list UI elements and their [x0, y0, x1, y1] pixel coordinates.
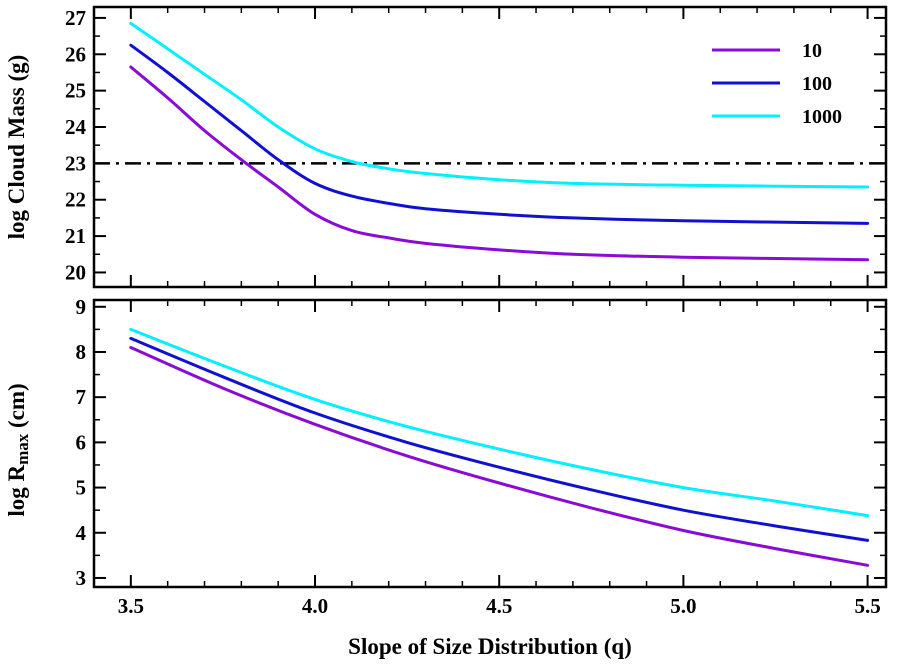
y-axis-title-rmax: log Rmax (cm) [4, 383, 32, 516]
x-tick-label: 5.5 [854, 594, 880, 618]
bottom-y-tick-label: 5 [76, 476, 87, 500]
legend-label-100: 100 [802, 73, 832, 95]
top-y-tick-label: 22 [65, 188, 86, 212]
x-tick-label: 4.0 [302, 594, 328, 618]
top-y-tick-label: 23 [65, 151, 86, 175]
plot-frame-bottom [92, 298, 888, 589]
y-axis-title-rmax-sub: max [13, 433, 32, 465]
y-axis-title-rmax-suffix: (cm) [4, 383, 29, 433]
top-y-tick-label: 24 [65, 115, 87, 139]
top-y-tick-label: 21 [65, 224, 86, 248]
bottom-y-tick-label: 7 [76, 385, 87, 409]
bottom-series-line-10 [129, 346, 870, 567]
top-series-line-1000 [129, 21, 870, 189]
bottom-series-line-100 [129, 336, 870, 542]
bottom-y-tick-label: 6 [76, 430, 87, 454]
bottom-y-tick-label: 4 [76, 521, 87, 545]
bottom-y-tick-label: 9 [76, 295, 87, 319]
legend-label-1000: 1000 [802, 106, 842, 128]
bottom-y-tick-label: 3 [76, 566, 87, 590]
y-axis-title-cloud-mass: log Cloud Mass (g) [4, 55, 29, 240]
x-tick-label: 3.5 [118, 594, 144, 618]
bottom-series-line-1000 [129, 327, 870, 518]
bottom-y-tick-label: 8 [76, 340, 87, 364]
top-y-tick-label: 25 [65, 79, 86, 103]
panel-cloud-mass: 20 21 22 23 24 25 26 27 10 100 1000 log Cloud Mas… [4, 5, 888, 289]
x-tick-label: 4.5 [486, 594, 512, 618]
y-axis-title-rmax-main: log R [4, 465, 29, 517]
top-y-tick-label: 27 [65, 6, 86, 30]
plot-frame-top [92, 5, 888, 289]
legend-label-10: 10 [802, 40, 822, 62]
top-series-line-100 [129, 43, 870, 225]
top-y-tick-label: 20 [65, 260, 86, 284]
x-tick-label: 5.0 [670, 594, 696, 618]
x-axis-title: Slope of Size Distribution (q) [348, 634, 632, 659]
top-series-line-10 [129, 65, 870, 262]
panel-rmax: 3 4 5 6 7 8 9 3.5 4.0 4.5 5.0 5.5 log Rmax (cm) Slo… [4, 295, 888, 659]
legend: 10 100 1000 [712, 40, 842, 128]
top-y-tick-label: 26 [65, 42, 86, 66]
